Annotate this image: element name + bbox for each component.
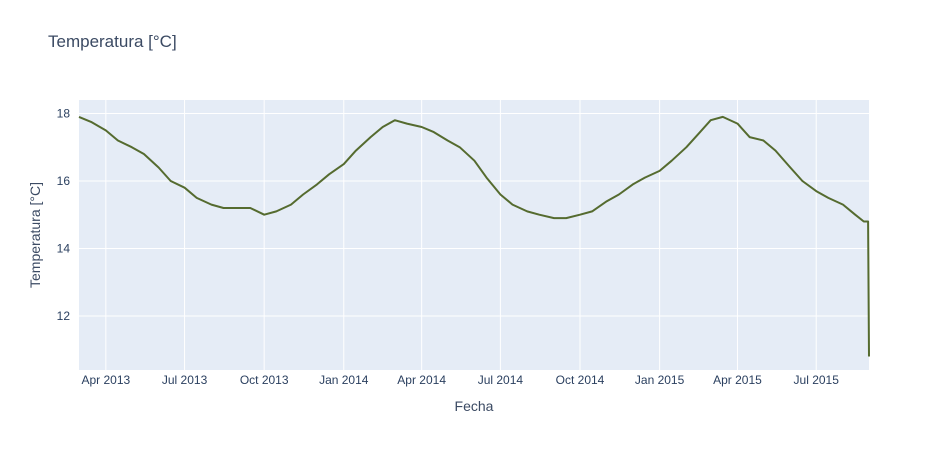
x-tick-label: Oct 2014 (556, 373, 605, 387)
y-tick-label: 14 (57, 242, 71, 256)
x-tick-label: Jul 2013 (162, 373, 208, 387)
data-layer (78, 115, 870, 357)
y-tick-label: 16 (57, 174, 71, 188)
x-tick-label: Apr 2013 (81, 373, 130, 387)
x-tick-label: Jan 2015 (635, 373, 685, 387)
plot-area (79, 100, 869, 370)
x-tick-label: Apr 2014 (397, 373, 446, 387)
x-tick-label: Apr 2015 (713, 373, 762, 387)
tick-labels: Apr 2013 Jul 2013 Oct 2013 Jan 2014 Apr 2014… (57, 107, 840, 388)
x-tick-label: Jul 2015 (794, 373, 840, 387)
y-tick-label: 12 (57, 309, 71, 323)
chart-title: Temperatura [°C] (48, 32, 177, 51)
x-tick-label: Jul 2014 (478, 373, 524, 387)
series-line (78, 115, 870, 357)
grid-lines (79, 100, 869, 370)
x-tick-label: Oct 2013 (240, 373, 289, 387)
x-tick-label: Jan 2014 (319, 373, 369, 387)
x-axis-title: Fecha (455, 398, 494, 414)
y-axis-title: Temperatura [°C] (27, 182, 43, 288)
y-tick-label: 18 (57, 107, 71, 121)
